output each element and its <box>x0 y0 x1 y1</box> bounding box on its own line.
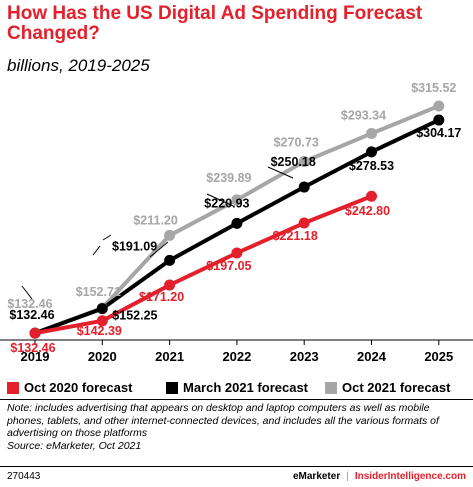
brand-separator: | <box>346 471 349 482</box>
data-label-march-2021-forecast-2024: $278.53 <box>349 159 394 173</box>
data-label-oct-2021-forecast-2024: $293.34 <box>341 108 386 122</box>
data-label-oct-2021-forecast-2025: $315.52 <box>411 81 456 95</box>
data-label-oct-2020-forecast-2022: $197.05 <box>206 259 251 273</box>
x-tick-label-2019: 2019 <box>21 349 50 364</box>
leader-line-1-2023 <box>267 166 294 179</box>
point-oct-2020-forecast-2020 <box>96 315 108 327</box>
x-tick-label-2021: 2021 <box>155 349 184 364</box>
legend-swatch-oct-2021 <box>325 381 337 394</box>
point-oct-2021-forecast-2023 <box>298 156 310 168</box>
data-label-march-2021-forecast-2023: $250.18 <box>271 155 316 169</box>
legend-item-oct-2020: Oct 2020 forecast <box>7 380 132 395</box>
x-tick-label-2025: 2025 <box>424 349 453 364</box>
data-label-march-2021-forecast-2020: $152.25 <box>112 309 157 323</box>
x-tick-label-2020: 2020 <box>88 349 117 364</box>
data-label-oct-2021-forecast-2022: $239.89 <box>206 171 251 185</box>
point-march-2021-forecast-2021 <box>164 254 176 266</box>
x-tick-label-2023: 2023 <box>290 349 319 364</box>
legend-label-oct-2020: Oct 2020 forecast <box>24 380 133 395</box>
brand-insider-intelligence: InsiderIntelligence.com <box>354 471 466 482</box>
leader-line-1-2019 <box>21 285 33 300</box>
data-label-oct-2021-forecast-2019: $132.46 <box>7 297 52 311</box>
x-tick-label-2022: 2022 <box>222 349 251 364</box>
divider-top <box>0 399 473 400</box>
data-label-march-2021-forecast-2019: $132.46 <box>9 308 54 322</box>
leader-line-1-2022 <box>206 193 234 207</box>
point-oct-2020-forecast-2019 <box>29 327 41 339</box>
data-label-march-2021-forecast-2022: $220.93 <box>204 196 249 210</box>
leader-line-0-2020 <box>92 245 101 256</box>
legend-swatch-oct-2020 <box>7 381 19 394</box>
divider-bottom <box>0 466 473 467</box>
note-text: Note: includes advertising that appears … <box>7 402 439 439</box>
point-march-2021-forecast-2025 <box>433 114 445 126</box>
point-oct-2021-forecast-2022 <box>231 194 243 206</box>
line-chart: 2019 2020 2021 2022 2023 2024 2025 $132.46 $142.… <box>0 81 473 364</box>
data-label-oct-2020-forecast-2020: $142.39 <box>77 324 122 338</box>
chart-legend: Oct 2020 forecast March 2021 forecast Oc… <box>0 380 473 396</box>
leader-line-0-2021 <box>149 241 169 258</box>
legend-label-march-2021: March 2021 forecast <box>183 380 309 395</box>
point-oct-2021-forecast-2025 <box>433 100 445 112</box>
brand: eMarketer | InsiderIntelligence.com <box>293 471 466 482</box>
point-march-2021-forecast-2020 <box>96 303 108 315</box>
data-label-oct-2020-forecast-2021: $171.20 <box>139 290 184 304</box>
data-label-oct-2021-forecast-2023: $270.73 <box>274 136 319 150</box>
leader-line-1-2020 <box>102 234 112 241</box>
point-oct-2020-forecast-2023 <box>298 217 310 229</box>
legend-item-march-2021: March 2021 forecast <box>166 380 308 395</box>
brand-emarketer: eMarketer <box>292 471 341 482</box>
chart-id: 270443 <box>7 471 41 482</box>
data-label-oct-2020-forecast-2024: $242.80 <box>345 204 390 218</box>
legend-item-oct-2021: Oct 2021 forecast <box>325 380 450 395</box>
point-oct-2021-forecast-2024 <box>366 127 377 139</box>
point-oct-2020-forecast-2021 <box>164 279 176 291</box>
data-label-oct-2021-forecast-2021: $211.20 <box>133 213 178 227</box>
chart-subtitle: billions, 2019-2025 <box>7 56 150 75</box>
data-label-oct-2021-forecast-2020: $152.71 <box>76 285 121 299</box>
point-march-2021-forecast-2023 <box>298 181 310 193</box>
footer: 270443 eMarketer | InsiderIntelligence.com <box>0 471 473 485</box>
source-text: Source: eMarketer, Oct 2021 <box>7 439 142 452</box>
data-label-oct-2020-forecast-2019: $132.46 <box>10 341 55 355</box>
data-label-march-2021-forecast-2021: $191.09 <box>112 239 157 253</box>
series-line-oct-2020-forecast <box>34 194 373 336</box>
chart-note: Note: includes advertising that appears … <box>7 402 469 452</box>
legend-label-oct-2021: Oct 2021 forecast <box>342 380 451 395</box>
point-march-2021-forecast-2024 <box>366 146 377 158</box>
data-label-march-2021-forecast-2025: $304.17 <box>416 126 461 140</box>
data-label-oct-2020-forecast-2023: $221.18 <box>273 229 318 243</box>
point-oct-2021-forecast-2021 <box>164 229 176 241</box>
point-march-2021-forecast-2022 <box>231 217 243 229</box>
x-tick-label-2024: 2024 <box>357 349 387 364</box>
legend-swatch-march-2021 <box>166 381 178 394</box>
point-oct-2020-forecast-2022 <box>231 247 243 259</box>
point-oct-2020-forecast-2024 <box>366 190 377 202</box>
chart-title: How Has the US Digital Ad Spending Forec… <box>7 3 423 44</box>
